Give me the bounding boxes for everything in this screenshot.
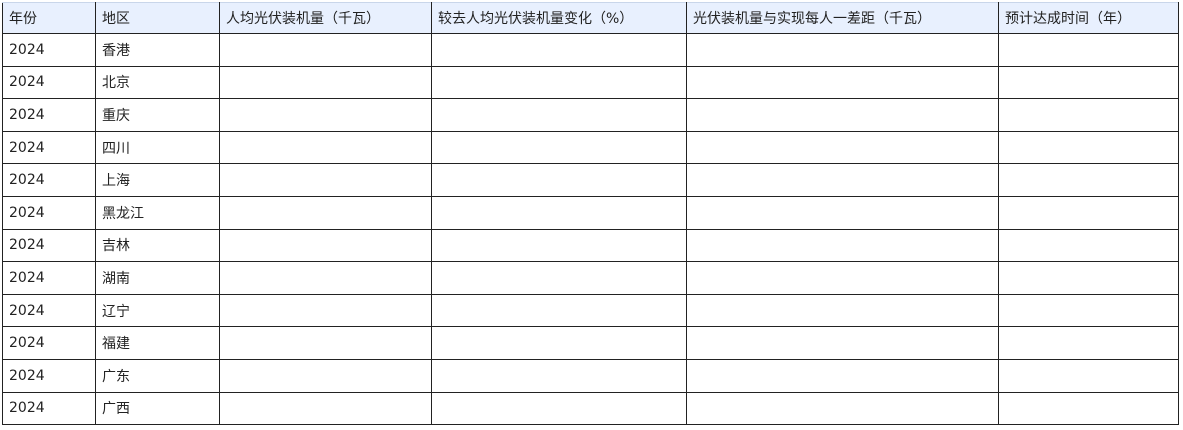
- table-cell[interactable]: [998, 33, 1179, 67]
- table-row: 2024 湖南: [2, 261, 1179, 295]
- table-cell[interactable]: 吉林: [95, 228, 220, 263]
- table-cell[interactable]: [686, 228, 999, 263]
- table-cell[interactable]: [219, 163, 432, 197]
- table-row: 2024 黑龙江: [2, 195, 1179, 230]
- table-cell[interactable]: 2024: [2, 130, 96, 165]
- column-header[interactable]: 预计达成时间（年）: [998, 2, 1179, 34]
- table-cell[interactable]: [998, 195, 1179, 230]
- table-row: 2024 辽宁: [2, 293, 1179, 328]
- table-cell[interactable]: 北京: [95, 65, 220, 100]
- column-header[interactable]: 地区: [95, 2, 220, 34]
- table-cell[interactable]: [998, 228, 1179, 263]
- table-cell[interactable]: [431, 358, 687, 393]
- table-cell[interactable]: [998, 293, 1179, 328]
- table-cell[interactable]: [686, 130, 999, 165]
- table-row: 2024 北京: [2, 65, 1179, 100]
- column-header[interactable]: 年份: [2, 2, 96, 34]
- table-cell[interactable]: [998, 326, 1179, 360]
- table-cell[interactable]: 2024: [2, 326, 96, 360]
- table-cell[interactable]: 广东: [95, 358, 220, 393]
- table-cell[interactable]: 湖南: [95, 261, 220, 295]
- table-cell[interactable]: [431, 33, 687, 67]
- table-cell[interactable]: 2024: [2, 228, 96, 263]
- table-cell[interactable]: [219, 130, 432, 165]
- table-cell[interactable]: [219, 33, 432, 67]
- table-cell[interactable]: 福建: [95, 326, 220, 360]
- table-cell[interactable]: 重庆: [95, 98, 220, 132]
- table-cell[interactable]: [219, 228, 432, 263]
- table-cell[interactable]: [431, 293, 687, 328]
- table-cell[interactable]: [686, 293, 999, 328]
- table-cell[interactable]: 2024: [2, 163, 96, 197]
- table-cell[interactable]: [219, 98, 432, 132]
- table-row: 2024 四川: [2, 130, 1179, 165]
- table-cell[interactable]: 黑龙江: [95, 195, 220, 230]
- table-cell[interactable]: [431, 130, 687, 165]
- table-cell[interactable]: [686, 33, 999, 67]
- table-cell[interactable]: 四川: [95, 130, 220, 165]
- table-row: 2024 福建: [2, 326, 1179, 360]
- column-header[interactable]: 光伏装机量与实现每人一差距（千瓦）: [686, 2, 999, 34]
- table-cell[interactable]: [219, 65, 432, 100]
- table-cell[interactable]: [219, 261, 432, 295]
- table-cell[interactable]: [686, 261, 999, 295]
- header-row: 年份 地区 人均光伏装机量（千瓦） 较去人均光伏装机量变化（%） 光伏装机量与实现每人一…: [2, 2, 1179, 34]
- table-cell[interactable]: 广西: [95, 391, 220, 426]
- table-cell[interactable]: 2024: [2, 98, 96, 132]
- table-cell[interactable]: [431, 163, 687, 197]
- table-cell[interactable]: [998, 261, 1179, 295]
- table-cell[interactable]: [998, 391, 1179, 426]
- table-cell[interactable]: [998, 130, 1179, 165]
- table-cell[interactable]: [686, 163, 999, 197]
- table-cell[interactable]: [998, 358, 1179, 393]
- table-row: 2024 广西: [2, 391, 1179, 426]
- table-cell[interactable]: [431, 261, 687, 295]
- table-cell[interactable]: [686, 98, 999, 132]
- table-cell[interactable]: [998, 65, 1179, 100]
- table-cell[interactable]: [431, 326, 687, 360]
- table-cell[interactable]: [431, 65, 687, 100]
- column-header[interactable]: 人均光伏装机量（千瓦）: [219, 2, 432, 34]
- table-row: 2024 香港: [2, 33, 1179, 67]
- table-cell[interactable]: [431, 391, 687, 426]
- table-row: 2024 广东: [2, 358, 1179, 393]
- table-cell[interactable]: 2024: [2, 33, 96, 67]
- table-cell[interactable]: [686, 391, 999, 426]
- table-cell[interactable]: 2024: [2, 261, 96, 295]
- table-cell[interactable]: 2024: [2, 293, 96, 328]
- table-cell[interactable]: [998, 163, 1179, 197]
- table-cell[interactable]: [686, 65, 999, 100]
- table-cell[interactable]: [219, 358, 432, 393]
- column-header[interactable]: 较去人均光伏装机量变化（%）: [431, 2, 687, 34]
- table-cell[interactable]: 上海: [95, 163, 220, 197]
- table-cell[interactable]: 2024: [2, 195, 96, 230]
- table-cell[interactable]: [431, 228, 687, 263]
- table-cell[interactable]: [998, 98, 1179, 132]
- table-cell[interactable]: 香港: [95, 33, 220, 67]
- table-cell[interactable]: 2024: [2, 65, 96, 100]
- table-cell[interactable]: [219, 293, 432, 328]
- table-cell[interactable]: [686, 326, 999, 360]
- table-cell[interactable]: 2024: [2, 391, 96, 426]
- table-cell[interactable]: 辽宁: [95, 293, 220, 328]
- table-cell[interactable]: [431, 195, 687, 230]
- table-cell[interactable]: [686, 195, 999, 230]
- table-cell[interactable]: [431, 98, 687, 132]
- table-cell[interactable]: 2024: [2, 358, 96, 393]
- table-cell[interactable]: [219, 326, 432, 360]
- table-row: 2024 吉林: [2, 228, 1179, 263]
- table-row: 2024 重庆: [2, 98, 1179, 132]
- table-cell[interactable]: [219, 195, 432, 230]
- table-cell[interactable]: [219, 391, 432, 426]
- table-row: 2024 上海: [2, 163, 1179, 197]
- table-cell[interactable]: [686, 358, 999, 393]
